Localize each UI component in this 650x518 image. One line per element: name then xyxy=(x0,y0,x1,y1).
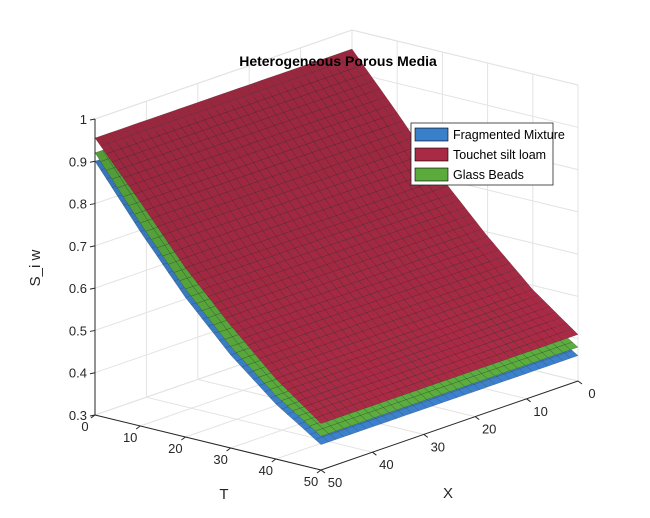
z-tick-label: 0.7 xyxy=(69,239,87,254)
z-tick-label: 0.5 xyxy=(69,323,87,338)
z-tick-label: 0.3 xyxy=(69,408,87,423)
x-tick-mark xyxy=(320,469,326,474)
x-tick-label: 50 xyxy=(328,475,342,490)
legend-swatch-glass xyxy=(414,167,449,182)
legend-label-touchet: Touchet silt loam xyxy=(453,148,546,162)
t-tick-label: 20 xyxy=(168,441,182,456)
z-tick-label: 0.6 xyxy=(69,281,87,296)
legend-swatch-fragmented xyxy=(414,127,449,142)
t-tick-mark xyxy=(181,436,186,441)
t-tick-mark xyxy=(90,414,96,419)
z-tick-label: 0.8 xyxy=(69,197,87,212)
z-tick-label: 1 xyxy=(80,112,87,127)
z-tick-mark xyxy=(89,160,96,163)
t-tick-label: 30 xyxy=(213,452,227,467)
legend-swatch-touchet xyxy=(414,147,449,162)
x-tick-mark xyxy=(423,433,429,438)
x-axis-label: X xyxy=(443,485,453,502)
t-tick-label: 10 xyxy=(123,430,137,445)
z-tick-mark xyxy=(89,245,96,248)
z-tick-mark xyxy=(89,203,96,206)
t-tick-mark xyxy=(135,425,141,430)
t-tick-mark xyxy=(226,447,231,452)
legend-label-fragmented: Fragmented Mixture xyxy=(453,128,565,142)
z-tick-mark xyxy=(89,329,96,332)
legend-label-glass: Glass Beads xyxy=(453,168,524,182)
x-axis-line xyxy=(320,380,579,471)
t-tick-label: 40 xyxy=(259,463,273,478)
t-tick-mark xyxy=(316,469,322,474)
z-tick-label: 0.9 xyxy=(69,154,87,169)
chart-title: Heterogeneous Porous Media xyxy=(239,53,437,69)
z-tick-label: 0.4 xyxy=(69,366,87,381)
t-tick-mark xyxy=(271,458,277,463)
tick-labels: 0.30.40.50.60.70.80.91010203040500102030… xyxy=(69,112,596,490)
x-tick-label: 30 xyxy=(431,439,445,454)
legend-entry-fragmented: Fragmented Mixture xyxy=(414,127,565,142)
x-tick-mark xyxy=(526,398,531,403)
x-tick-mark xyxy=(372,451,377,456)
t-axis-line xyxy=(94,414,322,471)
x-tick-mark xyxy=(474,416,480,421)
x-tick-label: 40 xyxy=(379,457,393,472)
z-tick-mark xyxy=(89,372,96,375)
surfaces xyxy=(94,48,579,445)
legend-entry-glass: Glass Beads xyxy=(414,167,524,182)
t-tick-label: 0 xyxy=(81,419,88,434)
x-tick-mark xyxy=(577,380,583,385)
z-tick-mark xyxy=(89,287,96,290)
x-tick-label: 20 xyxy=(482,422,496,437)
x-tick-label: 10 xyxy=(533,404,547,419)
t-tick-label: 50 xyxy=(304,474,318,489)
y-axis-label: T xyxy=(219,486,228,503)
legend-entry-touchet: Touchet silt loam xyxy=(414,147,546,162)
z-axis-label: S_i w xyxy=(27,249,44,286)
surface-patch xyxy=(564,350,579,359)
surface-patch xyxy=(564,341,579,350)
surface-patch xyxy=(564,328,579,338)
x-tick-label: 0 xyxy=(588,386,595,401)
legend: Fragmented Mixture Touchet silt loam Gla… xyxy=(410,122,565,186)
z-tick-mark xyxy=(89,118,96,121)
